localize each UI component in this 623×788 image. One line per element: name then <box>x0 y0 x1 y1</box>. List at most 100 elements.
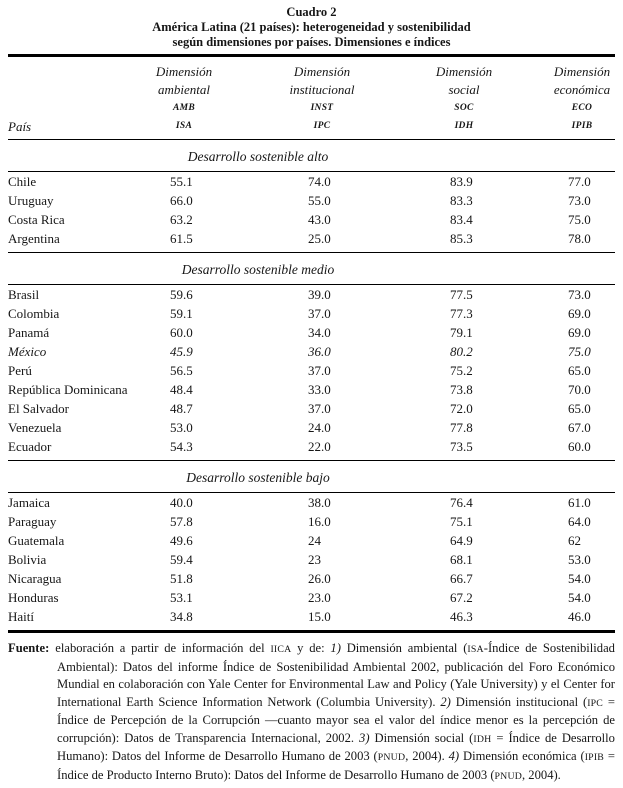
value-cell: 54.0 <box>549 569 615 588</box>
value: 26.0 <box>308 571 331 586</box>
value: 46.0 <box>568 609 591 624</box>
value-cell: 73.0 <box>549 191 615 210</box>
value-cell: 46.0 <box>549 607 615 632</box>
value: 46.3 <box>450 609 473 624</box>
value-cell: 34.8 <box>103 607 265 632</box>
value: 67.0 <box>568 420 591 435</box>
value: 66.7 <box>450 571 473 586</box>
value-cell: 15.0 <box>265 607 379 632</box>
value-cell: 73.8 <box>379 380 549 399</box>
country-cell: Jamaica <box>8 495 50 510</box>
dimension-name-line-2: institucional <box>289 82 355 97</box>
value-cell: 39.0 <box>265 285 379 305</box>
source-fragment: Dimensión social ( <box>369 730 474 745</box>
value: 54.3 <box>170 439 193 454</box>
value: 34.0 <box>308 325 331 340</box>
value-cell: 16.0 <box>265 512 379 531</box>
value-cell: 77.3 <box>379 304 549 323</box>
table-row: Nicaragua 51.8 26.0 66.7 54.0 <box>8 569 615 588</box>
value-cell: 59.4 <box>103 550 265 569</box>
value: 36.0 <box>308 344 331 359</box>
value-cell: 67.0 <box>549 418 615 437</box>
value-cell: 26.0 <box>265 569 379 588</box>
value: 23 <box>308 552 321 567</box>
value-cell: 61.0 <box>549 493 615 513</box>
col-header-social: Dimensión social SOC IDH <box>379 56 549 140</box>
value-cell: 73.5 <box>379 437 549 461</box>
value: 34.8 <box>170 609 193 624</box>
value: 38.0 <box>308 495 331 510</box>
value-cell: 25.0 <box>265 229 379 253</box>
value-cell: 46.3 <box>379 607 549 632</box>
value: 68.1 <box>450 552 473 567</box>
value-cell: 66.7 <box>379 569 549 588</box>
value: 57.8 <box>170 514 193 529</box>
table-title-line-2: según dimensiones por países. Dimensione… <box>172 35 451 49</box>
value-cell: 60.0 <box>549 437 615 461</box>
dimension-name-line-2: social <box>448 82 480 97</box>
value-cell: 24 <box>265 531 379 550</box>
value: 37.0 <box>308 306 331 321</box>
source-fragment: , 2004). <box>405 749 449 763</box>
country-cell: Brasil <box>8 287 40 302</box>
table-section: Desarrollo sostenible alto Chile 55.1 74.0 8… <box>8 139 615 253</box>
value: 75.1 <box>450 514 473 529</box>
value: 77.8 <box>450 420 473 435</box>
source-note: Fuente: elaboración a partir de informaci… <box>8 640 615 785</box>
value-cell: 83.4 <box>379 210 549 229</box>
value-cell: 22.0 <box>265 437 379 461</box>
value: 76.4 <box>450 495 473 510</box>
value-cell: 59.1 <box>103 304 265 323</box>
value-cell: 76.4 <box>379 493 549 513</box>
value-cell: 55.1 <box>103 172 265 192</box>
value: 65.0 <box>568 363 591 378</box>
col-header-institucional: Dimensión institucional INST IPC <box>265 56 379 140</box>
value: 75.0 <box>568 212 591 227</box>
table-row: Brasil 59.6 39.0 77.5 73.0 <box>8 285 615 305</box>
value-cell: 43.0 <box>265 210 379 229</box>
value-cell: 53.0 <box>549 550 615 569</box>
dimension-index: IPIB <box>571 121 593 131</box>
value: 83.9 <box>450 174 473 189</box>
section-label: Desarrollo sostenible alto <box>8 139 615 172</box>
value-cell: 60.0 <box>103 323 265 342</box>
smallcaps-term: IICA <box>270 644 292 655</box>
table-section: Desarrollo sostenible bajo Jamaica 40.0 38.… <box>8 460 615 632</box>
value: 85.3 <box>450 231 473 246</box>
section-label: Desarrollo sostenible bajo <box>8 460 615 493</box>
value-cell: 68.1 <box>379 550 549 569</box>
dimension-abbr: AMB <box>172 103 196 113</box>
value: 25.0 <box>308 231 331 246</box>
dimension-abbr: INST <box>310 103 334 113</box>
value: 43.0 <box>308 212 331 227</box>
value-cell: 24.0 <box>265 418 379 437</box>
value-cell: 77.5 <box>379 285 549 305</box>
value-cell: 75.2 <box>379 361 549 380</box>
smallcaps-term: IDH <box>473 733 492 745</box>
dimension-abbr: SOC <box>454 103 474 113</box>
col-header-pais: País <box>8 119 32 134</box>
value: 48.4 <box>170 382 193 397</box>
value: 37.0 <box>308 401 331 416</box>
source-fragment: Dimensión ambiental ( <box>340 641 468 655</box>
dimension-index: IDH <box>454 121 474 131</box>
value-cell: 70.0 <box>549 380 615 399</box>
value-cell: 67.2 <box>379 588 549 607</box>
country-cell: México <box>8 344 47 359</box>
value-cell: 59.6 <box>103 285 265 305</box>
value-cell: 34.0 <box>265 323 379 342</box>
value-cell: 45.9 <box>103 342 265 361</box>
value-cell: 80.2 <box>379 342 549 361</box>
value-cell: 75.1 <box>379 512 549 531</box>
section-header-row: Desarrollo sostenible bajo <box>8 460 615 493</box>
country-cell: Bolivia <box>8 552 47 567</box>
value: 37.0 <box>308 363 331 378</box>
table-row: Jamaica 40.0 38.0 76.4 61.0 <box>8 493 615 513</box>
value-cell: 33.0 <box>265 380 379 399</box>
value: 24.0 <box>308 420 331 435</box>
value: 59.1 <box>170 306 193 321</box>
value: 75.0 <box>568 344 591 359</box>
value: 72.0 <box>450 401 473 416</box>
value: 73.5 <box>450 439 473 454</box>
